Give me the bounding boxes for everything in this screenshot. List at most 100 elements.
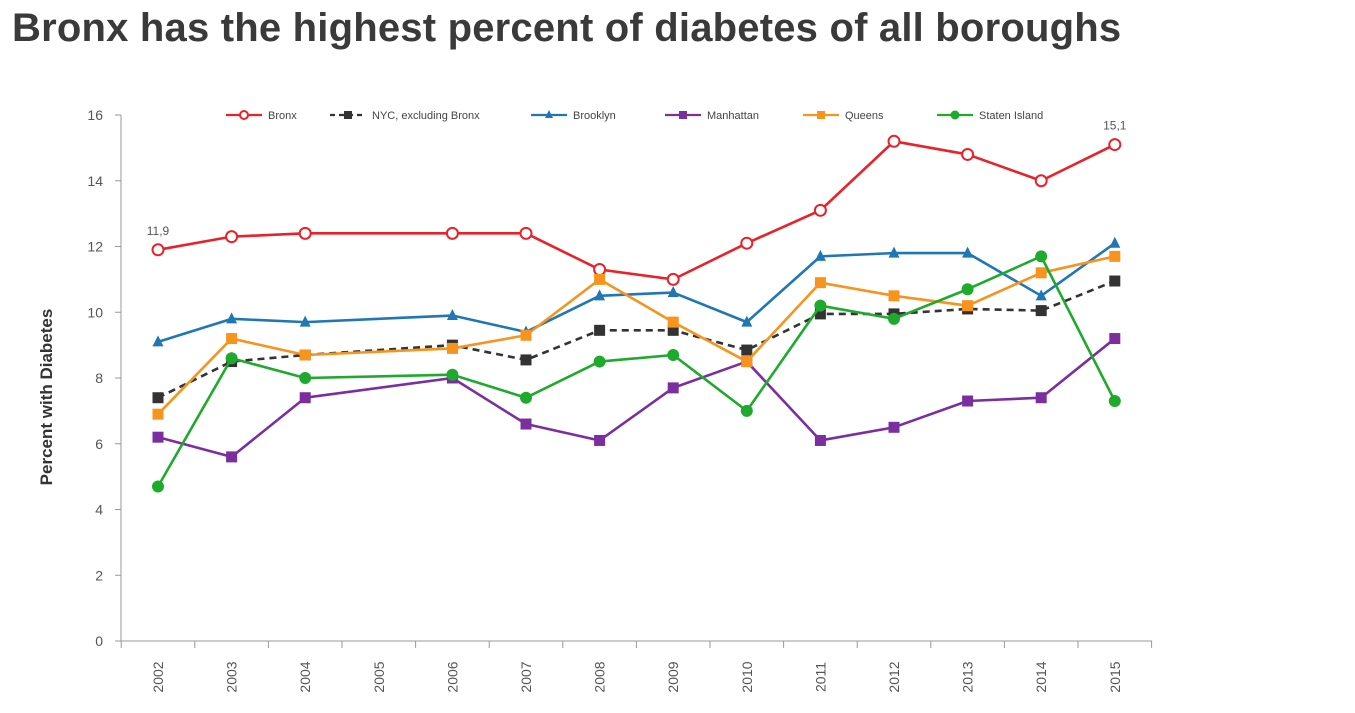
data-point	[226, 451, 238, 463]
data-point	[814, 277, 826, 289]
data-point	[667, 286, 679, 298]
data-point	[445, 226, 459, 240]
data-point	[888, 290, 900, 302]
data-point	[1035, 267, 1047, 279]
series-line	[157, 255, 1116, 416]
x-tick-label: 2009	[665, 661, 681, 692]
data-point	[950, 110, 960, 120]
y-tick-label: 12	[87, 239, 103, 255]
data-point	[1034, 174, 1048, 188]
chart-legend: Bronx NYC, excluding Bronx Brooklyn Manhatt…	[226, 110, 1043, 122]
data-point	[1109, 250, 1121, 262]
data-point	[888, 312, 900, 325]
data-point	[813, 203, 827, 217]
legend-label: Manhattan	[707, 110, 759, 122]
data-point	[1035, 250, 1048, 263]
legend-label: Queens	[845, 110, 884, 122]
legend-label: NYC, excluding Bronx	[372, 110, 480, 122]
data-point	[741, 356, 753, 368]
data-point	[152, 408, 164, 420]
data-point	[520, 329, 532, 341]
data-point	[299, 315, 311, 327]
legend-item: Brooklyn	[531, 110, 616, 122]
x-tick-label: 2011	[812, 662, 828, 692]
data-point	[225, 230, 239, 244]
chart-annotations: 11,9 15,1	[147, 119, 1127, 238]
data-point	[961, 147, 975, 161]
data-point	[679, 111, 687, 119]
y-axis-title: Percent with Diabetes	[37, 309, 56, 486]
data-point	[594, 324, 606, 336]
data-point	[667, 382, 679, 394]
series-line	[157, 140, 1116, 281]
data-point	[1109, 333, 1121, 345]
data-point	[888, 246, 900, 258]
x-tick-label: 2012	[886, 661, 902, 692]
data-point	[667, 316, 679, 328]
legend-label: Staten Island	[979, 110, 1043, 122]
x-tick-label: 2006	[444, 661, 460, 692]
data-point	[299, 372, 312, 384]
data-point	[152, 335, 164, 347]
data-point	[594, 434, 606, 446]
data-point	[1035, 289, 1047, 301]
series-queens	[152, 250, 1121, 420]
data-point	[962, 300, 974, 312]
data-point	[741, 315, 753, 327]
data-point	[299, 349, 311, 361]
data-point	[152, 480, 164, 493]
data-point	[520, 391, 532, 404]
data-point	[1035, 392, 1047, 404]
data-point	[740, 404, 753, 417]
data-point	[814, 249, 826, 261]
x-tick-label: 2013	[960, 661, 976, 692]
data-point	[1108, 138, 1122, 152]
data-point	[1108, 395, 1121, 408]
data-point	[888, 421, 900, 433]
x-tick-label: 2005	[371, 661, 387, 692]
data-point	[1109, 275, 1121, 287]
data-point	[594, 289, 606, 301]
data-point	[740, 236, 754, 250]
data-point	[666, 272, 680, 286]
data-point	[667, 348, 680, 361]
legend-item: Bronx	[226, 110, 297, 122]
series-brooklyn	[152, 236, 1121, 347]
legend-label: Brooklyn	[573, 110, 616, 122]
x-tick-label: 2004	[297, 661, 313, 692]
data-label: 15,1	[1103, 119, 1127, 133]
data-point	[962, 395, 974, 407]
legend-item: Queens	[803, 110, 884, 122]
data-point	[520, 418, 532, 430]
legend-label: Bronx	[268, 110, 297, 122]
data-point	[593, 355, 606, 368]
data-point	[299, 392, 311, 404]
data-point	[152, 431, 164, 443]
legend-item: NYC, excluding Bronx	[330, 110, 480, 122]
data-point	[225, 352, 238, 365]
y-tick-label: 10	[87, 304, 103, 320]
legend-item: Manhattan	[665, 110, 759, 122]
x-tick-label: 2014	[1033, 661, 1049, 692]
data-point	[545, 110, 553, 118]
data-point	[962, 246, 974, 258]
x-tick-label: 2015	[1107, 661, 1123, 692]
data-point	[520, 354, 532, 366]
data-point	[887, 134, 901, 148]
x-tick-label: 2007	[518, 661, 534, 692]
x-tick-label: 2008	[592, 661, 608, 692]
data-point	[519, 226, 533, 240]
series-staten-island	[152, 250, 1121, 493]
data-point	[741, 344, 753, 356]
data-point	[344, 111, 352, 119]
data-point	[298, 226, 312, 240]
x-tick-label: 2002	[150, 661, 166, 692]
x-tick-label: 2010	[739, 661, 755, 692]
series-bronx	[151, 134, 1122, 286]
data-point	[151, 243, 165, 257]
y-tick-label: 2	[95, 567, 103, 583]
data-point	[226, 312, 238, 324]
data-point	[961, 283, 974, 296]
data-point	[814, 434, 826, 446]
x-tick-label: 2003	[224, 661, 240, 692]
